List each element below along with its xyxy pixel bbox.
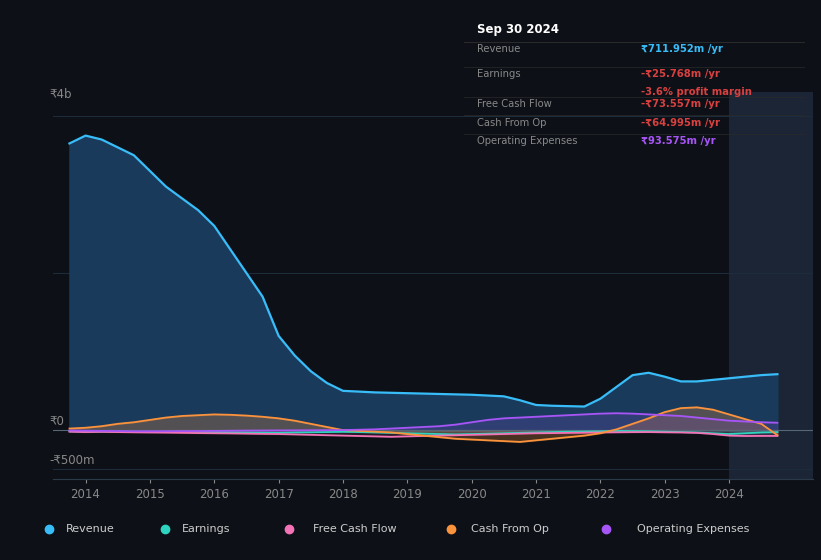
Text: Free Cash Flow: Free Cash Flow <box>478 99 553 109</box>
Text: Cash From Op: Cash From Op <box>478 118 547 128</box>
Text: Free Cash Flow: Free Cash Flow <box>313 524 397 534</box>
Text: -₹73.557m /yr: -₹73.557m /yr <box>641 99 720 109</box>
Text: -₹64.995m /yr: -₹64.995m /yr <box>641 118 720 128</box>
Text: ₹4b: ₹4b <box>49 87 72 100</box>
Text: Cash From Op: Cash From Op <box>471 524 549 534</box>
Text: Earnings: Earnings <box>182 524 231 534</box>
Text: ₹0: ₹0 <box>49 415 64 428</box>
Text: -₹500m: -₹500m <box>49 455 95 468</box>
Text: -₹25.768m /yr: -₹25.768m /yr <box>641 69 720 80</box>
Text: Revenue: Revenue <box>66 524 114 534</box>
Text: ₹711.952m /yr: ₹711.952m /yr <box>641 44 723 54</box>
Text: Operating Expenses: Operating Expenses <box>478 136 578 146</box>
Text: Sep 30 2024: Sep 30 2024 <box>478 23 559 36</box>
Text: Revenue: Revenue <box>478 44 521 54</box>
Text: Earnings: Earnings <box>478 69 521 80</box>
Text: ₹93.575m /yr: ₹93.575m /yr <box>641 136 716 146</box>
Bar <box>729 92 813 479</box>
Text: -3.6% profit margin: -3.6% profit margin <box>641 87 752 96</box>
Text: Operating Expenses: Operating Expenses <box>637 524 750 534</box>
